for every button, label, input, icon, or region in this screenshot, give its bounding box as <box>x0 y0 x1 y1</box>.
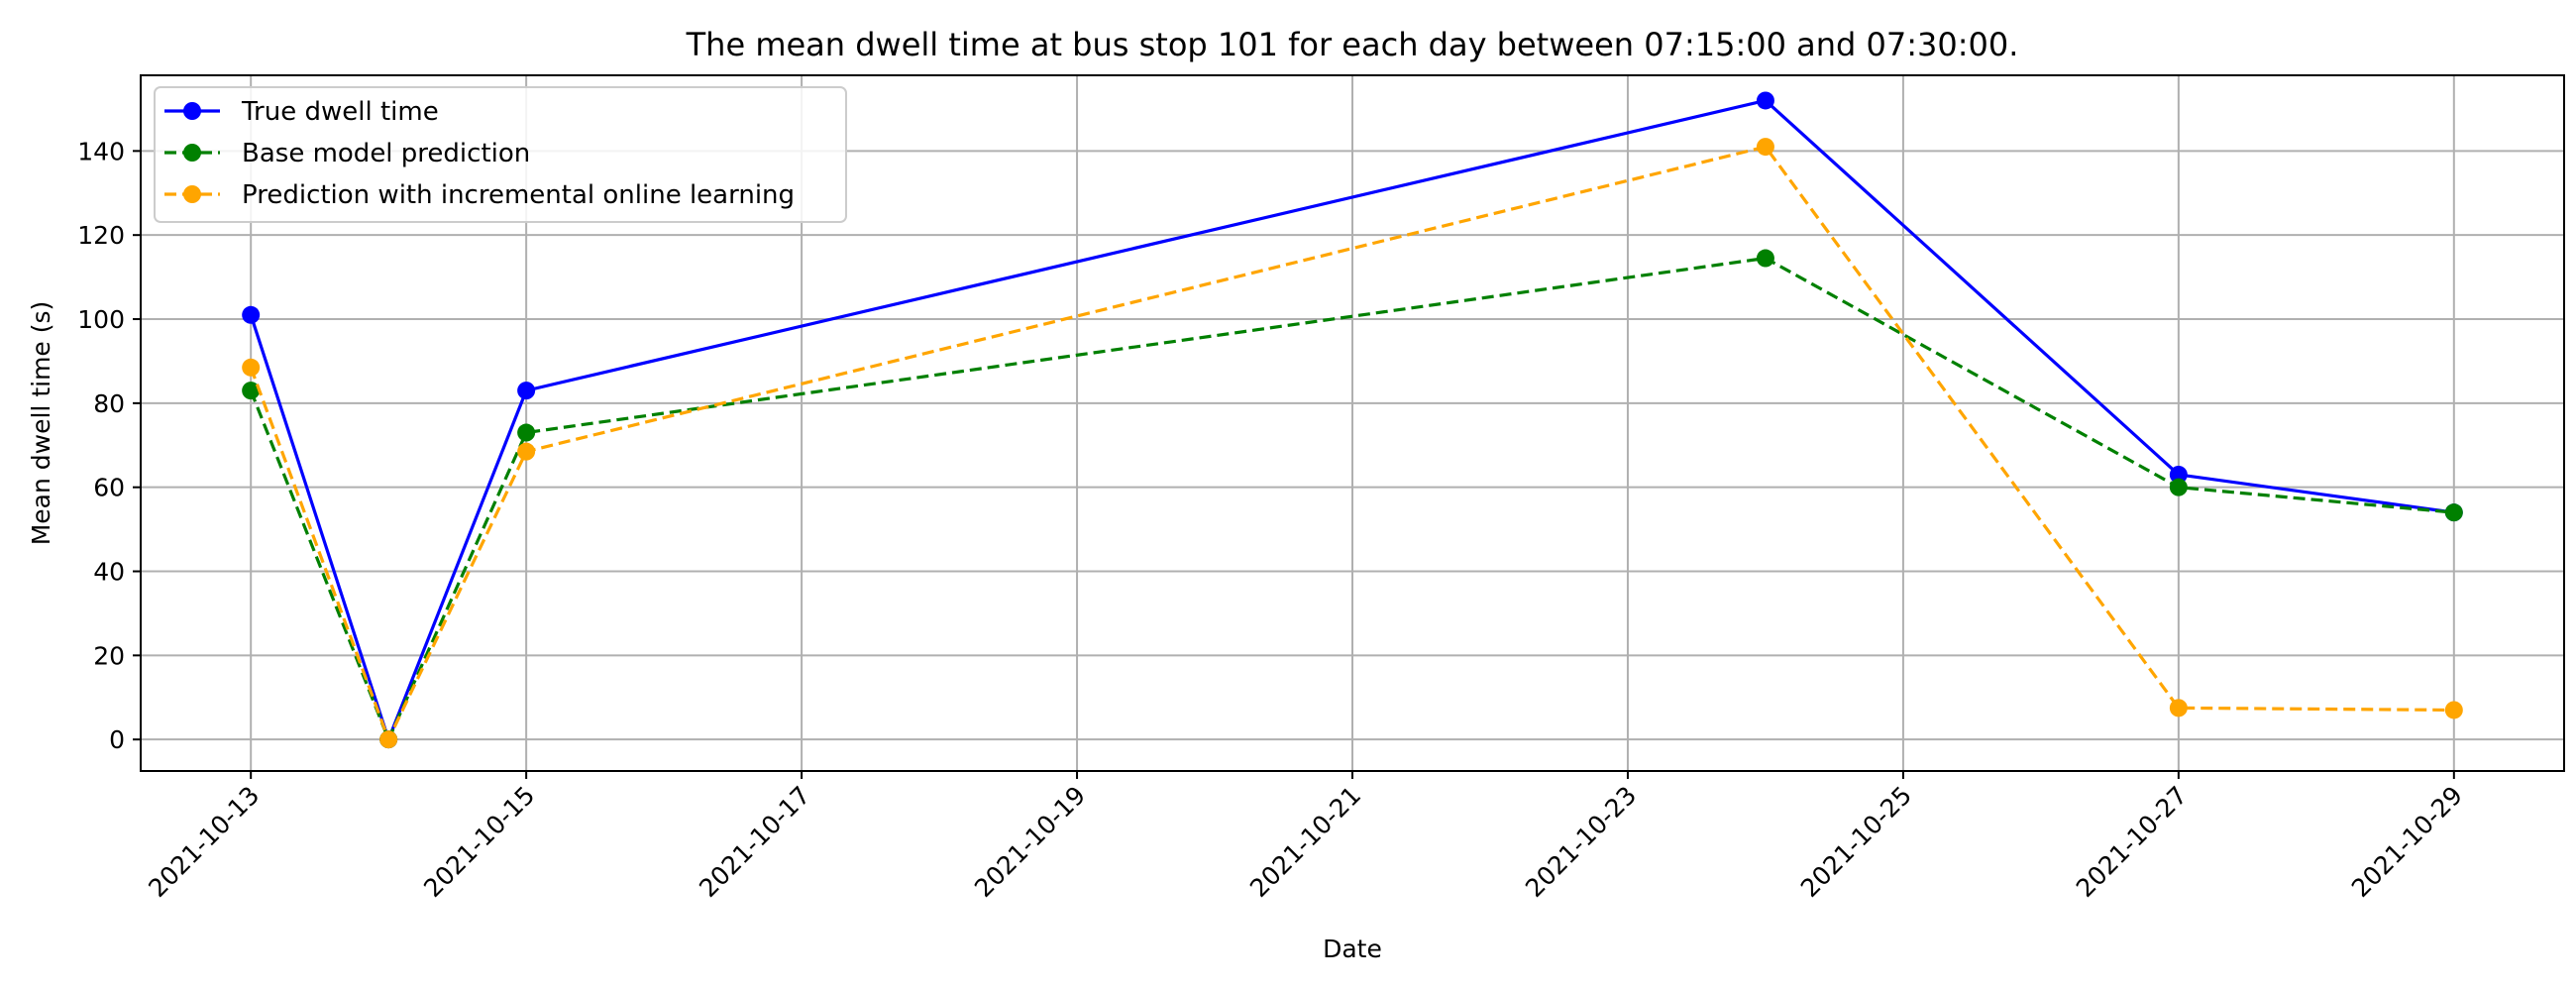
legend-marker <box>183 144 201 162</box>
y-tick-label: 140 <box>77 137 125 165</box>
legend-label: Prediction with incremental online learn… <box>242 180 795 210</box>
legend-box <box>154 86 847 223</box>
legend-label: True dwell time <box>241 97 439 127</box>
data-point <box>517 382 536 400</box>
y-tick-label: 80 <box>93 389 125 418</box>
series-line-2 <box>249 145 2454 741</box>
legend: True dwell time Base model prediction Pred… <box>154 86 847 223</box>
series-lines <box>242 91 2463 749</box>
y-tick-label: 60 <box>93 474 125 502</box>
y-tick-label: 20 <box>93 641 125 670</box>
data-point <box>2169 465 2188 484</box>
data-point <box>1756 249 1774 268</box>
series-line-1 <box>249 256 2454 741</box>
data-point <box>242 382 261 400</box>
legend-marker <box>183 102 201 120</box>
data-point <box>2169 478 2188 496</box>
legend-marker <box>183 185 201 203</box>
data-point <box>517 423 536 442</box>
data-point <box>2444 701 2463 719</box>
data-point <box>379 730 398 749</box>
y-axis-label: Mean dwell time (s) <box>27 301 55 546</box>
chart-title: The mean dwell time at bus stop 101 for … <box>686 26 2019 63</box>
data-point <box>2444 503 2463 522</box>
data-point <box>2169 699 2188 717</box>
data-point <box>242 358 261 377</box>
y-tick-label: 0 <box>109 725 125 754</box>
y-tick-label: 40 <box>93 558 125 587</box>
legend-label: Base model prediction <box>242 139 530 168</box>
series-line-0 <box>249 98 2455 741</box>
data-point <box>1756 91 1774 110</box>
y-tick-label: 100 <box>77 305 125 334</box>
data-point <box>1756 138 1774 157</box>
x-axis-label: Date <box>1323 935 1382 963</box>
y-tick-label: 120 <box>77 221 125 250</box>
data-point <box>517 442 536 461</box>
data-point <box>242 305 261 324</box>
